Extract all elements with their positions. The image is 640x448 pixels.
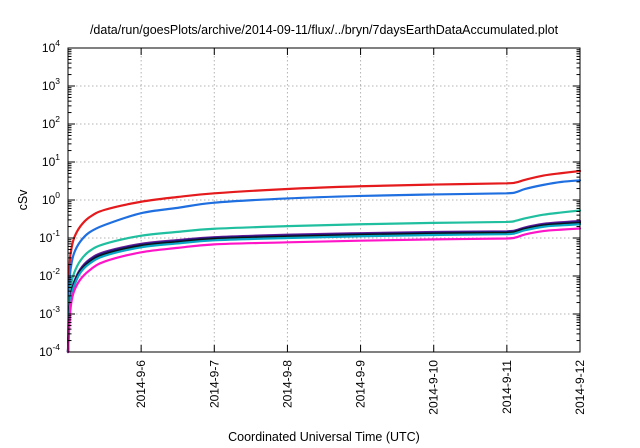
series-group bbox=[66, 169, 582, 354]
x-axis-label: Coordinated Universal Time (UTC) bbox=[228, 430, 420, 444]
y-tick-label: 10-4 bbox=[39, 342, 60, 359]
x-tick-label: 2014-9-12 bbox=[573, 360, 587, 415]
series-line bbox=[66, 223, 582, 354]
y-tick-label: 102 bbox=[42, 114, 60, 131]
y-tick-label: 10-2 bbox=[39, 266, 60, 283]
series-line bbox=[66, 179, 582, 354]
x-tick-label: 2014-9-9 bbox=[354, 360, 368, 408]
y-tick-label: 10-1 bbox=[39, 228, 60, 245]
y-tick-label: 100 bbox=[42, 190, 60, 207]
y-tick-label: 10-3 bbox=[39, 304, 60, 321]
x-tick-label: 2014-9-6 bbox=[134, 360, 148, 408]
tick-labels: 10-4 10-3 10-2 10-1 100 101 102 103 104 2014-9-6 2… bbox=[39, 38, 587, 415]
x-tick-label: 2014-9-8 bbox=[280, 360, 294, 408]
x-tick-label: 2014-9-11 bbox=[500, 360, 514, 414]
y-tick-label: 103 bbox=[42, 76, 60, 93]
chart-title: /data/run/goesPlots/archive/2014-09-11/f… bbox=[90, 23, 559, 37]
x-tick-label: 2014-9-7 bbox=[207, 360, 221, 408]
x-tick-label: 2014-9-10 bbox=[427, 360, 441, 415]
y-tick-label: 101 bbox=[42, 152, 60, 169]
axis-ticks bbox=[68, 47, 581, 353]
series-line bbox=[66, 209, 582, 354]
y-tick-label: 104 bbox=[42, 38, 60, 55]
series-line bbox=[66, 227, 582, 354]
series-line bbox=[66, 169, 582, 354]
y-axis-label: cSv bbox=[16, 189, 30, 211]
grid bbox=[68, 48, 580, 352]
